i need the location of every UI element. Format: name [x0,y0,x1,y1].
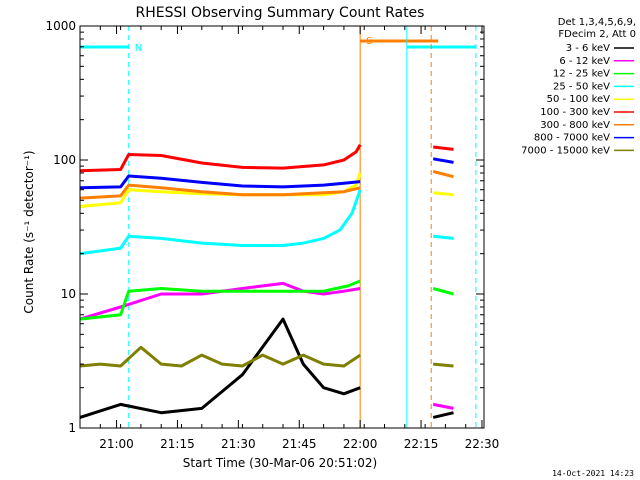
series-line-1-1 [432,402,454,410]
series-line-4-1 [433,191,454,197]
y-tick-label: 1000 [45,19,76,33]
legend-label: 800 - 7000 keV [534,133,610,144]
y-tick-label: 1 [68,421,76,435]
legend-label: 100 - 300 keV [540,107,610,118]
footer-timestamp: 14-Oct-2021 14:23 [552,469,634,478]
legend-header: Det 1,3,4,5,6,9, [558,17,636,28]
series-line-2-0 [79,279,361,321]
x-axis: 21:00 21:15 21:30 21:45 22:00 22:15 22:30 [79,26,500,451]
series-line-8-0 [79,345,362,368]
x-tick-label: 21:45 [282,437,317,451]
plot-frame [79,25,485,429]
annotation-bars [80,39,476,49]
series-line-2-1 [432,287,454,296]
series-line-3-0 [79,189,362,256]
y-tick-label: 10 [61,287,76,301]
y-axis-label: Count Rate (s⁻¹ detector⁻¹) [22,150,36,313]
x-tick-label: 22:00 [343,437,378,451]
series-line-3-1 [433,234,454,240]
legend-label: 7000 - 15000 keV [521,145,610,156]
y-axis: 1 10 100 1000 [45,19,484,435]
annotation-label-N: N [135,43,142,54]
y-tick-label: 100 [53,153,76,167]
legend-header: FDecim 2, Att 0 [558,29,636,40]
series-line-1-0 [79,281,361,321]
series-line-0-1 [432,411,454,419]
legend-label: 12 - 25 keV [553,69,610,80]
legend-label: 300 - 800 keV [540,120,610,131]
series-line-7-0 [79,174,361,190]
x-tick-label: 22:30 [465,437,500,451]
series-group [79,143,454,419]
legend-label: 50 - 100 keV [547,94,611,105]
series-line-8-1 [433,362,454,368]
series-line-6-0 [79,183,361,200]
series-line-0-0 [79,317,361,419]
annotation-lines: NS [128,26,477,428]
chart-title: RHESSI Observing Summary Count Rates [136,5,425,21]
series-line-6-1 [432,170,454,179]
series-line-5-0 [79,143,362,173]
legend-label: 25 - 50 keV [553,81,610,92]
x-axis-label: Start Time (30-Mar-06 20:51:02) [183,456,377,470]
x-tick-label: 21:15 [160,437,195,451]
series-line-7-1 [432,157,454,164]
legend-label: 6 - 12 keV [559,56,610,67]
series-line-5-1 [433,145,454,151]
x-tick-label: 21:00 [99,437,134,451]
annotation-label-S: S [366,36,372,47]
legend: Det 1,3,4,5,6,9,FDecim 2, Att 0 3 - 6 keV… [521,17,636,156]
x-tick-label: 21:30 [221,437,256,451]
legend-label: 3 - 6 keV [566,43,610,54]
x-tick-label: 22:15 [404,437,439,451]
